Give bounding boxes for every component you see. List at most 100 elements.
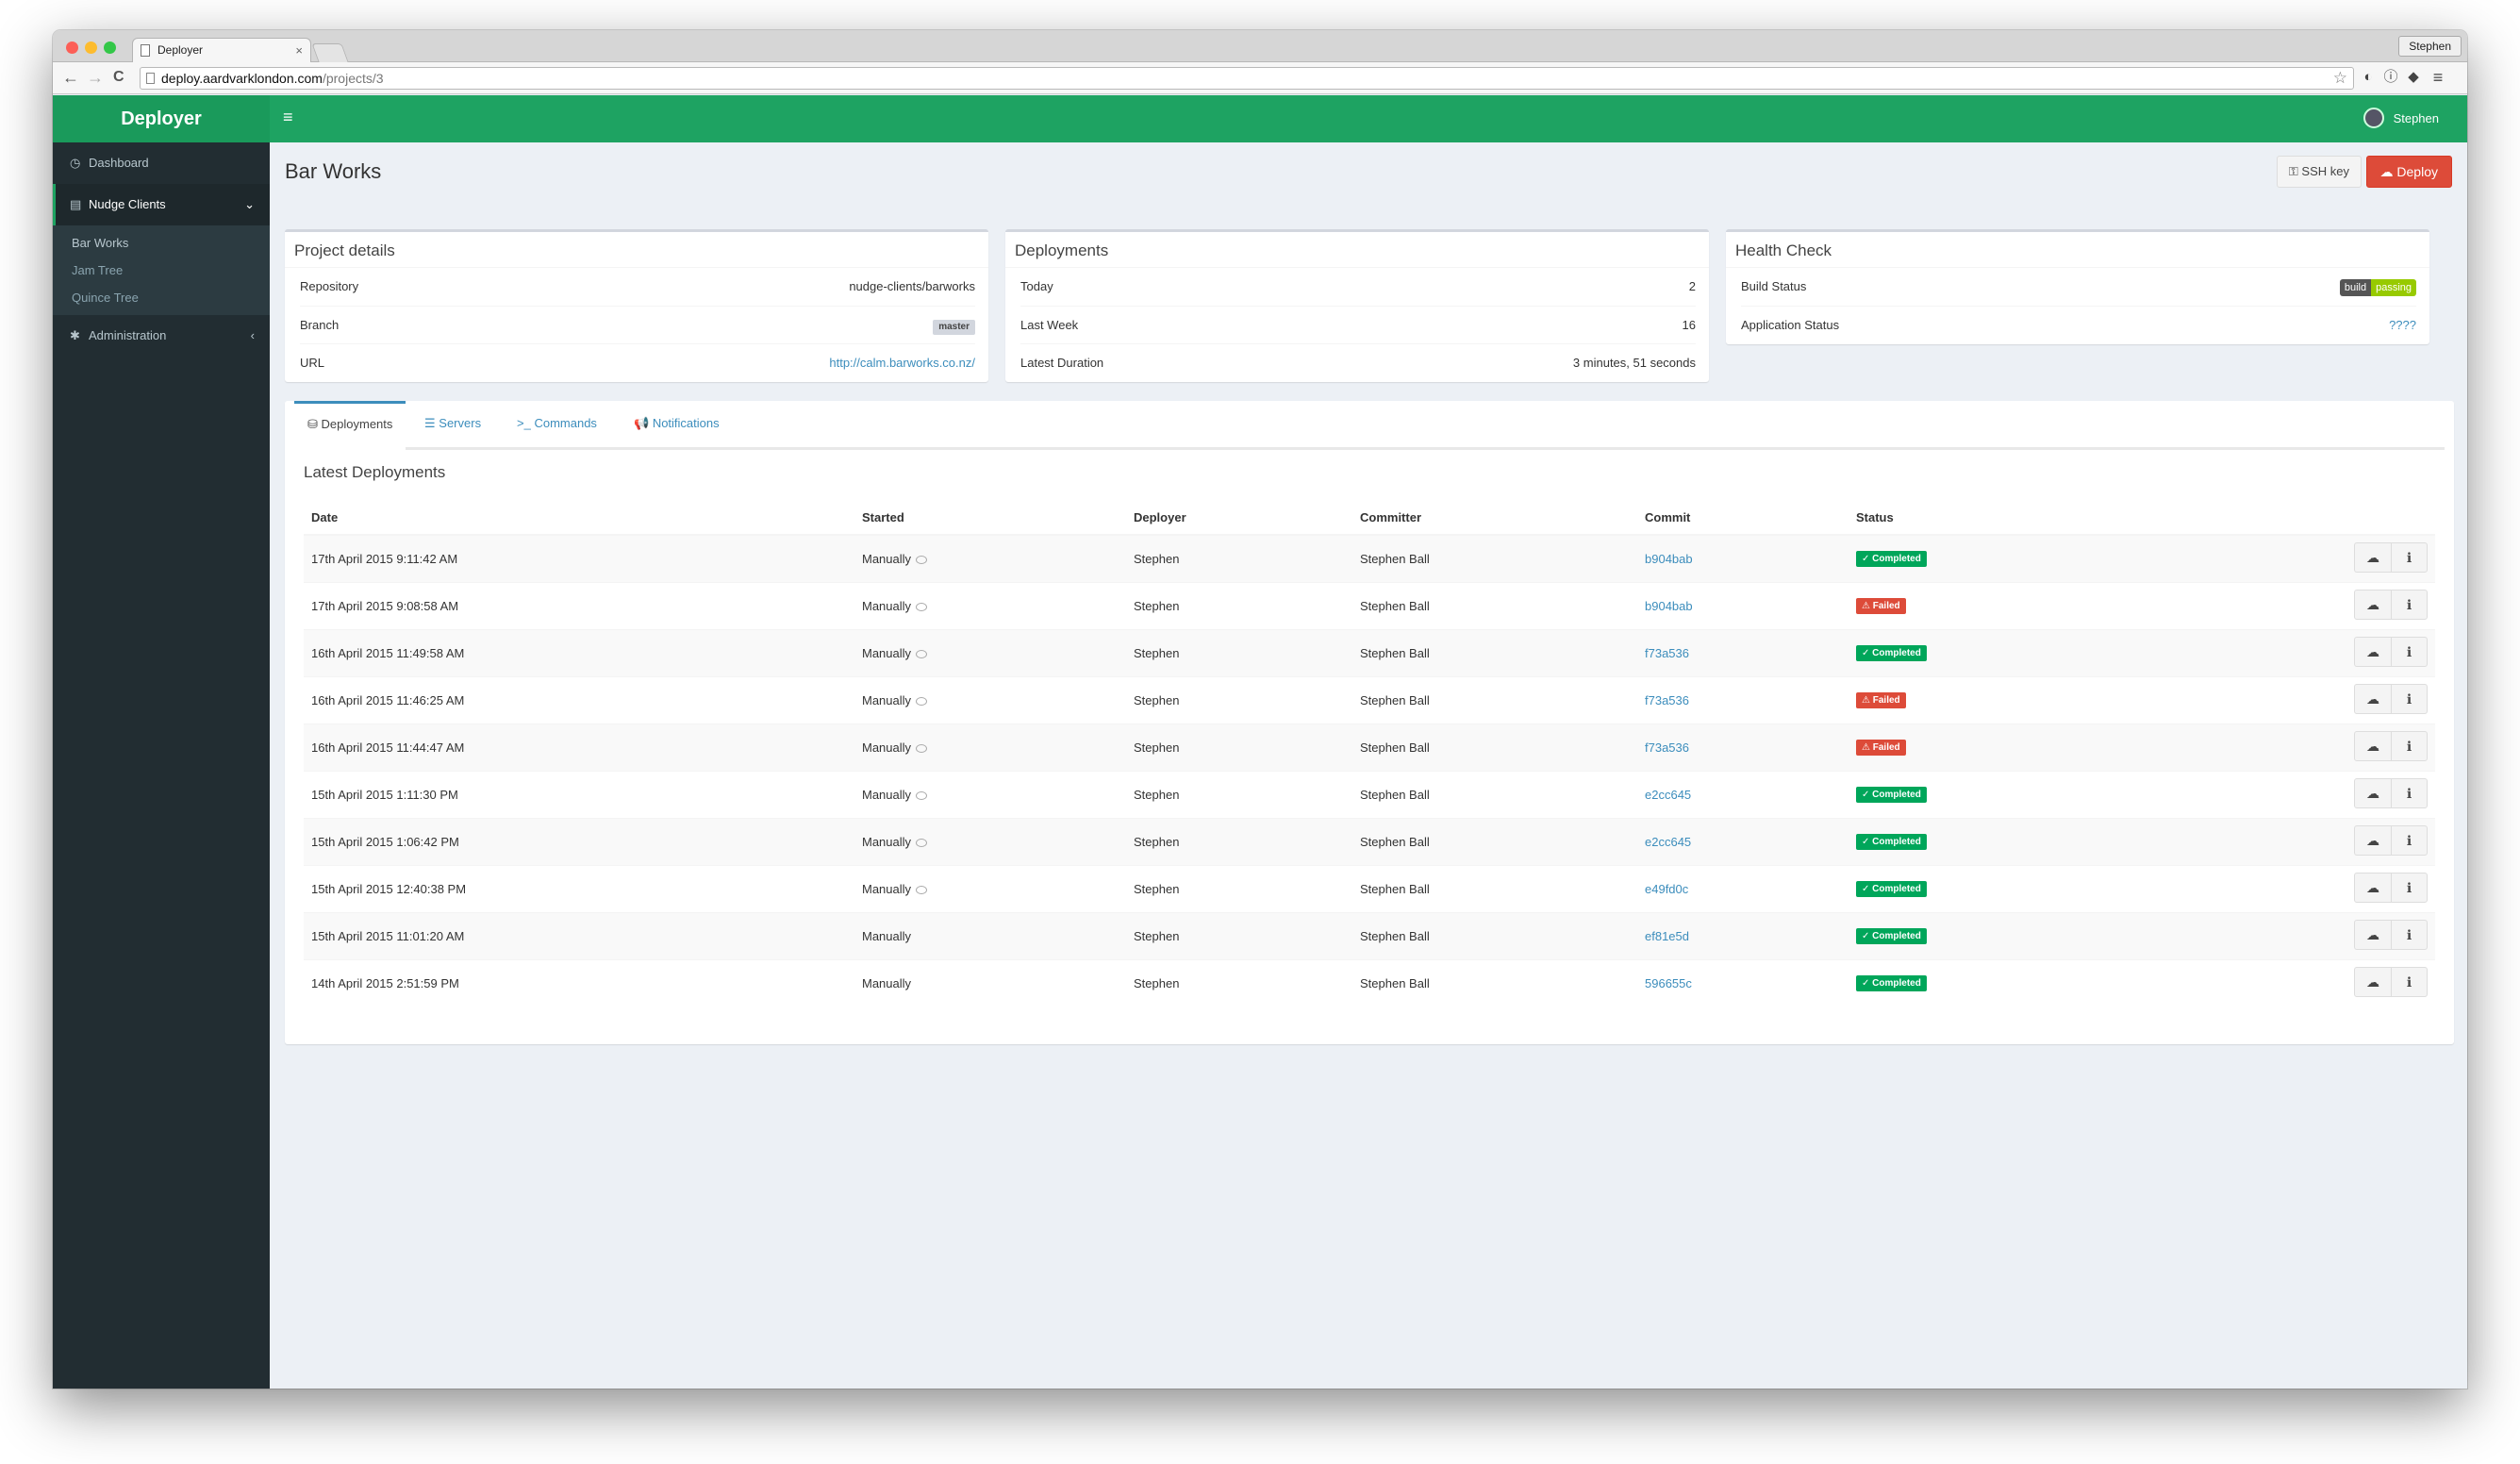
redeploy-button[interactable]: ☁ xyxy=(2366,832,2379,848)
project-url-link[interactable]: http://calm.barworks.co.nz/ xyxy=(829,356,975,370)
tab-servers[interactable]: ☰ Servers xyxy=(411,401,494,450)
redeploy-button[interactable]: ☁ xyxy=(2366,690,2379,707)
commit-link[interactable]: 596655c xyxy=(1645,975,1692,990)
comment-icon[interactable] xyxy=(916,696,928,706)
row-actions: ☁ ℹ xyxy=(2354,824,2428,856)
info-button[interactable]: ℹ xyxy=(2391,920,2427,949)
status-text: Completed xyxy=(1872,884,1921,894)
extension-icon-2[interactable]: ⓘ xyxy=(2383,69,2398,85)
commit-link[interactable]: f73a536 xyxy=(1645,692,1689,707)
deployment-started: Manually xyxy=(854,770,1126,818)
extension-icon-3[interactable]: ◆ xyxy=(2408,69,2419,85)
bookmark-star-icon[interactable]: ☆ xyxy=(2332,69,2347,87)
column-header: Committer xyxy=(1352,501,1637,536)
comment-icon[interactable] xyxy=(916,885,928,894)
browser-menu-icon[interactable]: ≡ xyxy=(2432,68,2444,87)
app-logo[interactable]: Deployer xyxy=(53,95,270,142)
forward-icon[interactable]: → xyxy=(87,68,104,87)
deploy-button[interactable]: ☁ Deploy xyxy=(2365,156,2452,188)
started-text: Manually xyxy=(862,740,912,755)
comment-icon[interactable] xyxy=(916,555,928,564)
tab-commands[interactable]: >_ Commands xyxy=(504,401,610,450)
sidebar-item-nudge-clients[interactable]: ▤ Nudge Clients ⌄ xyxy=(53,184,270,225)
new-tab-button[interactable] xyxy=(311,43,349,62)
comment-icon[interactable] xyxy=(916,743,928,753)
redeploy-button[interactable]: ☁ xyxy=(2366,596,2379,612)
deployment-started: Manually xyxy=(854,581,1126,629)
info-button[interactable]: ℹ xyxy=(2391,637,2427,666)
status-badge: ✓ Completed xyxy=(1856,834,1927,850)
check-icon: ✓ xyxy=(1862,648,1870,658)
reload-icon[interactable]: C xyxy=(113,69,124,85)
url-path: /projects/3 xyxy=(322,71,384,86)
commit-link[interactable]: e2cc645 xyxy=(1645,834,1692,849)
tab-deployments[interactable]: ⛁ Deployments xyxy=(294,401,406,450)
sidebar-item-bar-works[interactable]: Bar Works xyxy=(72,236,129,250)
commit-link[interactable]: e49fd0c xyxy=(1645,881,1689,896)
close-window-button[interactable] xyxy=(66,42,78,54)
column-header: Started xyxy=(854,501,1126,536)
back-icon[interactable]: ← xyxy=(62,68,79,87)
deployment-committer: Stephen Ball xyxy=(1352,534,1637,582)
gear-icon: ✱ xyxy=(70,328,80,342)
comment-icon[interactable] xyxy=(916,790,928,800)
profile-button[interactable]: Stephen xyxy=(2398,36,2462,57)
latest-duration-row: Latest Duration 3 minutes, 51 seconds xyxy=(1020,343,1696,381)
browser-toolbar: ← → C deploy.aardvarklondon.com/projects… xyxy=(53,62,2467,94)
deployment-deployer: Stephen xyxy=(1126,911,1352,959)
commit-link[interactable]: f73a536 xyxy=(1645,645,1689,660)
tab-label: Deployments xyxy=(321,417,393,431)
comment-icon[interactable] xyxy=(916,602,928,611)
sidebar-toggle-icon[interactable]: ≡ xyxy=(283,108,293,126)
browser-tab[interactable]: Deployer × xyxy=(132,38,311,62)
deployment-started: Manually xyxy=(854,534,1126,582)
address-bar[interactable]: deploy.aardvarklondon.com/projects/3 ☆ xyxy=(140,67,2354,90)
redeploy-button[interactable]: ☁ xyxy=(2366,973,2379,990)
comment-icon[interactable] xyxy=(916,838,928,847)
sidebar-item-quince-tree[interactable]: Quince Tree xyxy=(72,291,139,305)
status-badge: ⚠ Failed xyxy=(1856,598,1906,614)
ssh-key-button[interactable]: ⚿ SSH key xyxy=(2276,156,2362,188)
project-details-box: Project details Repository nudge-clients… xyxy=(285,229,988,382)
commit-link[interactable]: b904bab xyxy=(1645,551,1693,566)
redeploy-button[interactable]: ☁ xyxy=(2366,738,2379,754)
commit-link[interactable]: f73a536 xyxy=(1645,740,1689,755)
started-text: Manually xyxy=(862,834,912,849)
minimize-window-button[interactable] xyxy=(85,42,97,54)
warning-icon: ⚠ xyxy=(1862,601,1870,611)
commit-link[interactable]: b904bab xyxy=(1645,598,1693,613)
info-button[interactable]: ℹ xyxy=(2391,873,2427,902)
info-button[interactable]: ℹ xyxy=(2391,778,2427,807)
branch-badge: master xyxy=(933,320,975,335)
sidebar-item-jam-tree[interactable]: Jam Tree xyxy=(72,263,124,277)
redeploy-button[interactable]: ☁ xyxy=(2366,879,2379,895)
application-status-value[interactable]: ???? xyxy=(2389,318,2416,332)
info-button[interactable]: ℹ xyxy=(2391,825,2427,855)
repository-row: Repository nudge-clients/barworks xyxy=(300,268,975,306)
commit-link[interactable]: e2cc645 xyxy=(1645,787,1692,802)
sidebar: ◷ Dashboard ▤ Nudge Clients ⌄ Bar Works Ja… xyxy=(53,142,270,1389)
redeploy-button[interactable]: ☁ xyxy=(2366,926,2379,942)
info-button[interactable]: ℹ xyxy=(2391,967,2427,996)
sidebar-item-administration[interactable]: ✱ Administration ‹ xyxy=(53,315,270,357)
redeploy-button[interactable]: ☁ xyxy=(2366,785,2379,801)
sidebar-item-dashboard[interactable]: ◷ Dashboard xyxy=(53,142,270,184)
build-status-badge[interactable]: build passing xyxy=(2339,278,2416,296)
maximize-window-button[interactable] xyxy=(104,42,116,54)
info-button[interactable]: ℹ xyxy=(2391,684,2427,713)
info-button[interactable]: ℹ xyxy=(2391,542,2427,572)
extension-icon-1[interactable]: ◐ xyxy=(2363,69,2373,85)
info-button[interactable]: ℹ xyxy=(2391,590,2427,619)
comment-icon[interactable] xyxy=(916,649,928,658)
cloud-upload-icon: ☁ xyxy=(2379,164,2394,179)
commit-link[interactable]: ef81e5d xyxy=(1645,928,1689,943)
row-label: Last Week xyxy=(1020,318,1079,332)
info-button[interactable]: ℹ xyxy=(2391,731,2427,760)
redeploy-button[interactable]: ☁ xyxy=(2366,643,2379,659)
close-tab-icon[interactable]: × xyxy=(295,43,303,58)
ssh-key-label: SSH key xyxy=(2301,164,2349,178)
chevron-down-icon: ⌄ xyxy=(244,197,255,211)
user-menu[interactable]: Stephen xyxy=(2362,95,2439,142)
redeploy-button[interactable]: ☁ xyxy=(2366,549,2379,565)
tab-notifications[interactable]: 📢 Notifications xyxy=(621,401,733,450)
